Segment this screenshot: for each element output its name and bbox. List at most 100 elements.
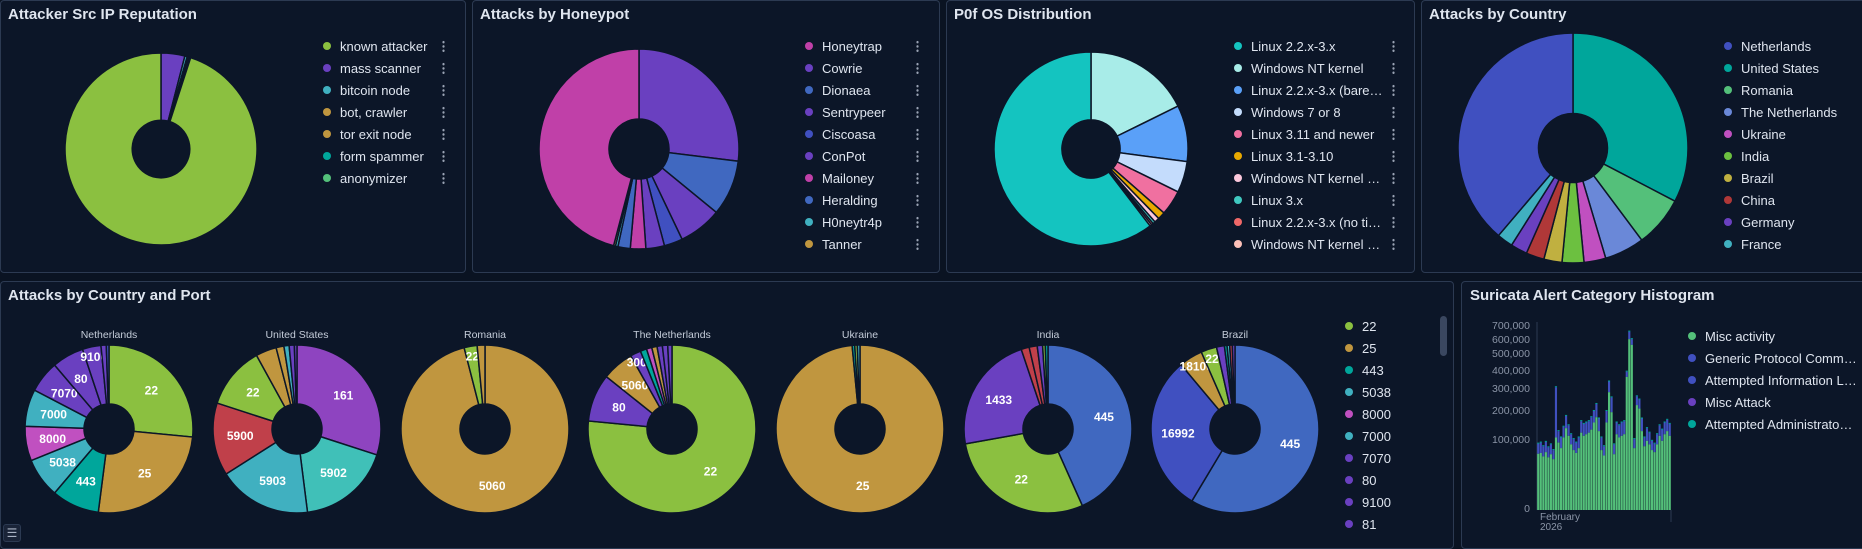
histogram-bar-generic[interactable] <box>1602 446 1606 456</box>
legend-item-menu-icon[interactable] <box>442 150 445 163</box>
histogram-bar-generic[interactable] <box>1595 403 1598 418</box>
legend-item-menu-icon[interactable] <box>442 106 445 119</box>
legend-item[interactable]: bot, crawler <box>323 102 407 122</box>
histogram-bar-misc[interactable] <box>1565 428 1568 510</box>
histogram-bar-generic[interactable] <box>1625 371 1628 377</box>
histogram-bar-generic[interactable] <box>1537 443 1540 454</box>
histogram-bar-admin[interactable] <box>1645 427 1649 429</box>
legend-item[interactable]: Germany <box>1724 212 1794 232</box>
legend-item-menu-icon[interactable] <box>916 84 919 97</box>
legend-item[interactable]: Ciscoasa <box>805 124 875 144</box>
legend-item-menu-icon[interactable] <box>1392 128 1395 141</box>
histogram-bar-misc[interactable] <box>1658 435 1661 510</box>
legend-item-menu-icon[interactable] <box>1392 194 1395 207</box>
histogram-bar-misc[interactable] <box>1577 448 1580 510</box>
histogram-bar-generic[interactable] <box>1633 439 1636 449</box>
histogram-bar-misc[interactable] <box>1615 434 1618 510</box>
legend-item[interactable]: Windows NT kernel <box>1234 58 1363 78</box>
legend-item-menu-icon[interactable] <box>442 172 445 185</box>
histogram-bar-generic[interactable] <box>1648 432 1651 445</box>
histogram-bar-misc[interactable] <box>1618 437 1621 510</box>
legend-item[interactable]: Linux 3.11 and newer <box>1234 124 1374 144</box>
histogram-bar-generic[interactable] <box>1577 437 1580 449</box>
histogram-bar-admin[interactable] <box>1650 439 1654 441</box>
histogram-bar-generic[interactable] <box>1590 417 1593 430</box>
legend-item-menu-icon[interactable] <box>442 84 445 97</box>
histogram-bar-admin[interactable] <box>1587 420 1590 422</box>
legend-item[interactable]: India <box>1724 146 1769 166</box>
histogram-bar-misc[interactable] <box>1628 339 1631 510</box>
pie-slice[interactable] <box>1572 32 1689 203</box>
legend-item[interactable]: Cowrie <box>805 58 862 78</box>
histogram-bar-admin[interactable] <box>1602 445 1606 447</box>
histogram-bar-misc[interactable] <box>1547 457 1550 510</box>
legend-item[interactable]: Windows NT kernel … <box>1234 168 1380 188</box>
histogram-bar-generic[interactable] <box>1539 442 1542 453</box>
histogram-bar-generic[interactable] <box>1562 426 1565 438</box>
histogram-bar-generic[interactable] <box>1542 446 1545 457</box>
histogram-bar-admin[interactable] <box>1572 438 1575 440</box>
legend-item[interactable]: 81 <box>1345 514 1376 534</box>
histogram-bar-misc[interactable] <box>1630 344 1633 510</box>
histogram-bar-admin[interactable] <box>1547 446 1550 448</box>
histogram-bar-admin[interactable] <box>1605 409 1608 411</box>
legend-item[interactable]: The Netherlands <box>1724 102 1837 122</box>
legend-item[interactable]: France <box>1724 234 1781 254</box>
histogram-bar-admin[interactable] <box>1607 380 1611 382</box>
histogram-bar-admin[interactable] <box>1575 441 1578 443</box>
legend-item[interactable]: 8000 <box>1345 404 1391 424</box>
histogram-bar-misc[interactable] <box>1600 450 1603 510</box>
legend-item[interactable]: Honeytrap <box>805 36 882 56</box>
legend-item-menu-icon[interactable] <box>916 40 919 53</box>
histogram-bar-admin[interactable] <box>1557 430 1560 432</box>
histogram-bar-misc[interactable] <box>1650 450 1654 510</box>
histogram-bar-admin[interactable] <box>1668 422 1671 424</box>
legend-item[interactable]: anonymizer <box>323 168 407 188</box>
legend-item-menu-icon[interactable] <box>916 194 919 207</box>
histogram-bar-misc[interactable] <box>1587 432 1590 510</box>
histogram-bar-generic[interactable] <box>1570 434 1573 445</box>
histogram-bar-misc[interactable] <box>1602 455 1606 510</box>
histogram-bar-misc[interactable] <box>1668 435 1671 510</box>
histogram-bar-misc[interactable] <box>1542 456 1545 510</box>
histogram-bar-admin[interactable] <box>1643 436 1646 438</box>
histogram-bar-admin[interactable] <box>1585 421 1588 423</box>
legend-item-menu-icon[interactable] <box>916 150 919 163</box>
histogram-bar-misc[interactable] <box>1570 444 1573 510</box>
legend-item[interactable]: 5038 <box>1345 382 1391 402</box>
histogram-bar-admin[interactable] <box>1610 396 1613 398</box>
histogram-bar-generic[interactable] <box>1605 410 1608 423</box>
legend-item[interactable]: Romania <box>1724 80 1793 100</box>
histogram-bar-misc[interactable] <box>1648 444 1651 510</box>
histogram-bar-generic[interactable] <box>1635 396 1638 406</box>
legend-item[interactable]: Tanner <box>805 234 862 254</box>
histogram-bar-misc[interactable] <box>1633 448 1636 510</box>
histogram-bar-admin[interactable] <box>1542 445 1545 447</box>
legend-item[interactable]: 9100 <box>1345 492 1391 512</box>
histogram-bar-generic[interactable] <box>1666 419 1669 432</box>
histogram-bar-admin[interactable] <box>1592 409 1595 411</box>
legend-item[interactable]: 443 <box>1345 360 1384 380</box>
histogram-bar-admin[interactable] <box>1559 436 1563 438</box>
histogram-bar-misc[interactable] <box>1554 437 1558 510</box>
histogram-bar-generic[interactable] <box>1618 425 1621 438</box>
histogram-bar-admin[interactable] <box>1663 421 1666 423</box>
legend-item[interactable]: Generic Protocol Comm… <box>1688 348 1857 368</box>
histogram-bar-generic[interactable] <box>1661 429 1664 441</box>
histogram-bar-generic[interactable] <box>1645 428 1649 441</box>
legend-item[interactable]: Linux 2.2.x-3.x (bare… <box>1234 80 1383 100</box>
histogram-bar-admin[interactable] <box>1613 443 1616 445</box>
histogram-bar-misc[interactable] <box>1557 442 1560 510</box>
legend-item-menu-icon[interactable] <box>916 62 919 75</box>
histogram-bar-misc[interactable] <box>1575 452 1578 510</box>
histogram-bar-admin[interactable] <box>1635 395 1638 397</box>
histogram-bar-admin[interactable] <box>1618 424 1621 426</box>
histogram-bar-admin[interactable] <box>1633 438 1636 440</box>
legend-item[interactable]: 80 <box>1345 470 1376 490</box>
legend-item-menu-icon[interactable] <box>916 172 919 185</box>
histogram-bar-admin[interactable] <box>1577 436 1580 438</box>
histogram-bar-admin[interactable] <box>1597 417 1601 419</box>
histogram-bar-admin[interactable] <box>1565 414 1568 416</box>
legend-item[interactable]: Linux 3.x <box>1234 190 1303 210</box>
histogram-bar-misc[interactable] <box>1567 435 1570 510</box>
